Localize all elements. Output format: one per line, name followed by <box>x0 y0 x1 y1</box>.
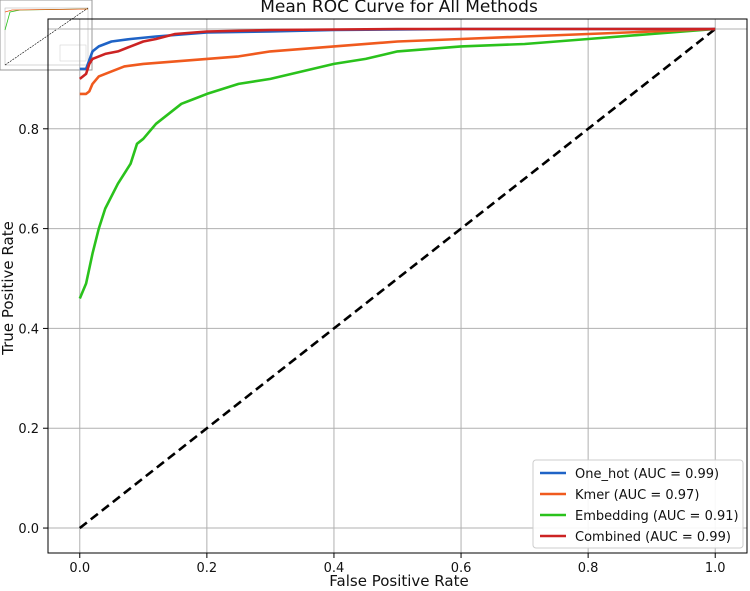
axis-ticks: 0.0 0.2 0.4 0.6 0.8 1.0 0.0 0.2 0.4 0.6 0.8 <box>18 123 725 576</box>
chart-title: Mean ROC Curve for All Methods <box>260 0 538 17</box>
series-lines <box>78 27 717 530</box>
legend-entry: One_hot (AUC = 0.99) <box>575 467 719 482</box>
y-tick-label: 0.2 <box>18 422 39 437</box>
y-tick-label: 0.4 <box>18 322 39 337</box>
thumbnail-inset <box>0 0 93 71</box>
y-axis-label: True Positive Rate <box>0 221 17 356</box>
legend: One_hot (AUC = 0.99) Kmer (AUC = 0.97) Emb… <box>532 459 744 549</box>
x-tick-label: 0.4 <box>324 561 345 576</box>
legend-entry: Kmer (AUC = 0.97) <box>575 488 699 503</box>
y-tick-label: 0.8 <box>18 123 39 138</box>
x-tick-label: 0.2 <box>197 561 218 576</box>
legend-entry: Embedding (AUC = 0.91) <box>575 509 739 524</box>
x-axis-label: False Positive Rate <box>329 572 468 590</box>
legend-entry: Combined (AUC = 0.99) <box>575 530 731 545</box>
plot-frame <box>47 18 748 554</box>
x-tick-label: 0.8 <box>578 561 599 576</box>
x-tick-label: 0.6 <box>451 561 472 576</box>
series-line-3 <box>78 27 716 80</box>
series-line-1 <box>79 27 716 96</box>
y-tick-label: 0.0 <box>18 522 39 537</box>
legend-box <box>532 459 744 549</box>
x-tick-label: 1.0 <box>705 561 726 576</box>
x-tick-label: 0.0 <box>69 561 90 576</box>
series-line-2 <box>78 27 716 300</box>
y-tick-label: 0.6 <box>18 223 39 238</box>
reference-diagonal <box>78 27 717 530</box>
